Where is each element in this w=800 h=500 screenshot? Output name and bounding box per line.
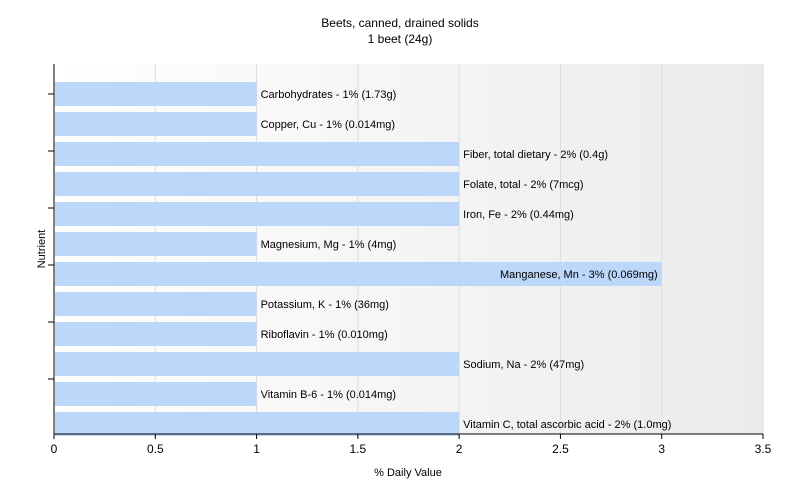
bar [55, 352, 460, 376]
bar-label: Potassium, K - 1% (36mg) [261, 299, 389, 311]
bar-label: Riboflavin - 1% (0.010mg) [261, 329, 388, 341]
bar-label: Sodium, Na - 2% (47mg) [463, 359, 584, 371]
bar-label: Folate, total - 2% (7mcg) [463, 179, 583, 191]
x-tick-label: 2.5 [552, 442, 569, 456]
bar-label: Carbohydrates - 1% (1.73g) [261, 89, 397, 101]
bar [55, 262, 662, 286]
x-tick-label: 2 [456, 442, 463, 456]
bar [55, 82, 257, 106]
bar-label: Iron, Fe - 2% (0.44mg) [463, 209, 574, 221]
chart-title: Beets, canned, drained solids [321, 16, 479, 30]
bar [55, 202, 460, 226]
bar [55, 142, 460, 166]
x-tick-label: 0.5 [147, 442, 164, 456]
x-axis-title: % Daily Value [374, 467, 442, 479]
bar [55, 382, 257, 406]
bar-label: Magnesium, Mg - 1% (4mg) [261, 239, 397, 251]
x-tick-label: 3 [658, 442, 665, 456]
bar [55, 412, 460, 436]
bar-label: Manganese, Mn - 3% (0.069mg) [500, 269, 658, 281]
x-tick-label: 1 [253, 442, 260, 456]
bar-label: Fiber, total dietary - 2% (0.4g) [463, 149, 608, 161]
bars: Carbohydrates - 1% (1.73g) Copper, Cu - 1… [55, 82, 671, 436]
bar-label: Vitamin C, total ascorbic acid - 2% (1.0… [463, 419, 671, 431]
bar [55, 292, 257, 316]
bar [55, 172, 460, 196]
x-tick-label: 1.5 [350, 442, 367, 456]
x-tick-label: 0 [51, 442, 58, 456]
bar [55, 322, 257, 346]
axes: 0 0.5 1 1.5 2 2.5 3 3.5 [48, 64, 772, 456]
x-tick-label: 3.5 [755, 442, 772, 456]
bar [55, 232, 257, 256]
bar [55, 112, 257, 136]
y-axis-title: Nutrient [36, 230, 48, 269]
bar-label: Copper, Cu - 1% (0.014mg) [261, 119, 396, 131]
bar-label: Vitamin B-6 - 1% (0.014mg) [261, 389, 397, 401]
chart-subtitle: 1 beet (24g) [367, 32, 433, 46]
